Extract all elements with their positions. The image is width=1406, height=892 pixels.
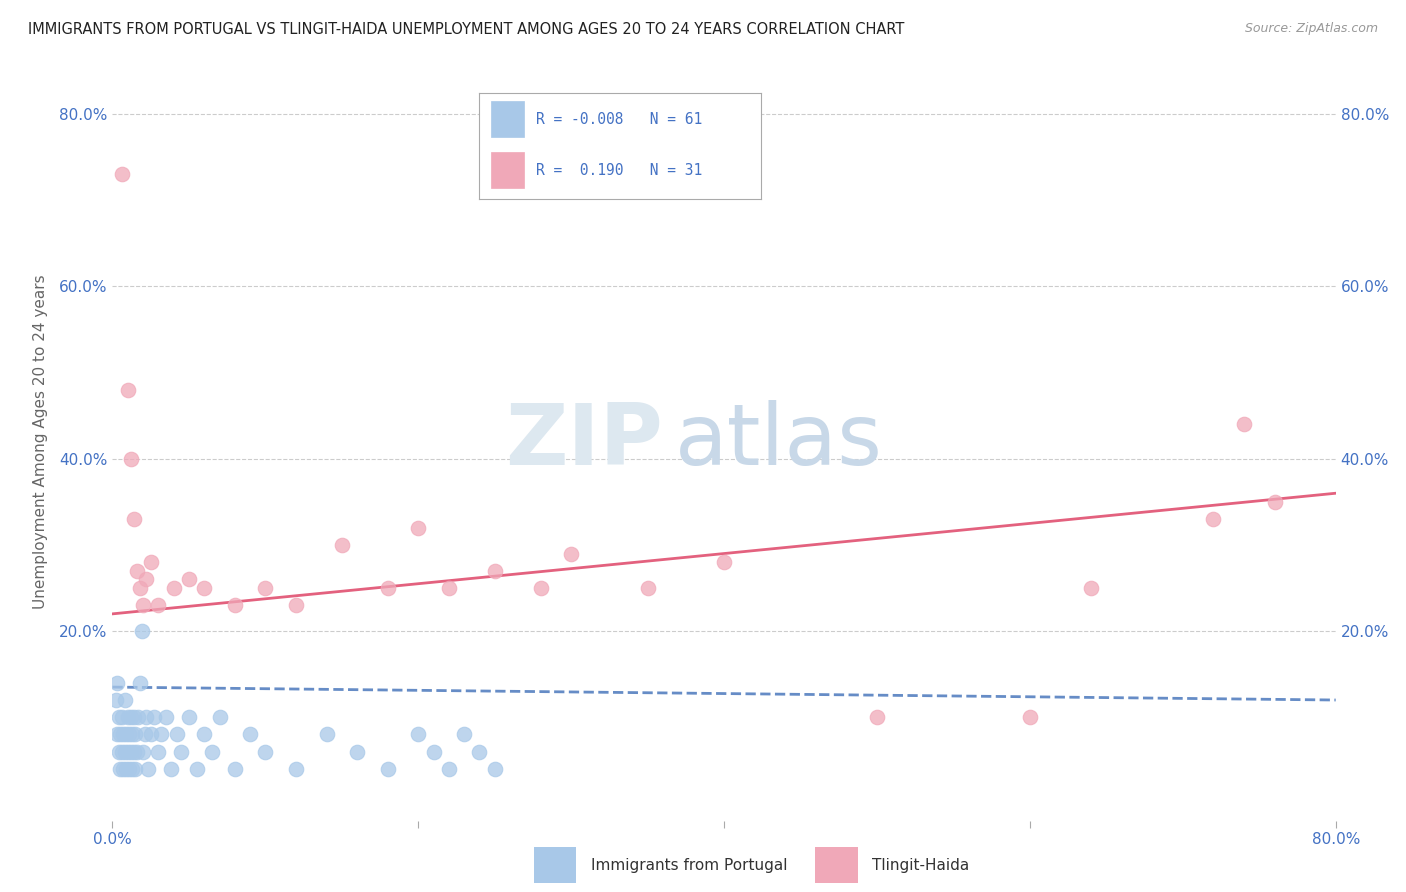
Point <box>122 512 145 526</box>
Point <box>208 710 231 724</box>
Point <box>377 581 399 595</box>
Point <box>127 710 149 724</box>
Point <box>163 581 186 595</box>
Point <box>177 573 200 587</box>
Point <box>104 693 127 707</box>
Point <box>114 693 136 707</box>
Point <box>118 762 141 776</box>
Point <box>422 745 444 759</box>
Point <box>120 710 142 724</box>
Point <box>254 581 277 595</box>
Point <box>108 762 131 776</box>
Point <box>136 762 159 776</box>
Point <box>453 727 475 741</box>
Point <box>114 745 136 759</box>
Point <box>112 762 135 776</box>
Point <box>115 727 138 741</box>
Point <box>124 762 146 776</box>
Point <box>134 727 156 741</box>
Point <box>129 581 152 595</box>
Point <box>122 710 145 724</box>
Point <box>115 762 138 776</box>
Point <box>139 727 162 741</box>
Text: atlas: atlas <box>675 400 883 483</box>
Text: Tlingit-Haida: Tlingit-Haida <box>872 858 969 872</box>
Y-axis label: Unemployment Among Ages 20 to 24 years: Unemployment Among Ages 20 to 24 years <box>32 274 48 609</box>
Point <box>224 599 246 613</box>
Point <box>122 745 145 759</box>
Point <box>111 745 134 759</box>
Point <box>254 745 277 759</box>
Point <box>108 727 131 741</box>
Point <box>193 727 215 741</box>
Point <box>125 564 148 578</box>
Text: Source: ZipAtlas.com: Source: ZipAtlas.com <box>1244 22 1378 36</box>
Point <box>408 521 430 535</box>
Point <box>468 745 491 759</box>
Point <box>201 745 224 759</box>
Point <box>484 762 506 776</box>
Text: Immigrants from Portugal: Immigrants from Portugal <box>591 858 787 872</box>
Point <box>148 745 170 759</box>
Point <box>112 727 135 741</box>
Point <box>124 727 146 741</box>
Point <box>132 745 155 759</box>
Point <box>107 745 129 759</box>
Point <box>284 762 308 776</box>
Point <box>117 383 139 397</box>
Text: IMMIGRANTS FROM PORTUGAL VS TLINGIT-HAIDA UNEMPLOYMENT AMONG AGES 20 TO 24 YEARS: IMMIGRANTS FROM PORTUGAL VS TLINGIT-HAID… <box>28 22 904 37</box>
Point <box>560 547 582 561</box>
Point <box>132 599 155 613</box>
Point <box>193 581 215 595</box>
Point <box>131 624 153 639</box>
Text: ZIP: ZIP <box>505 400 664 483</box>
Point <box>346 745 368 759</box>
Point <box>239 727 262 741</box>
Point <box>1080 581 1102 595</box>
Point <box>1233 417 1256 432</box>
Point <box>129 675 152 690</box>
Point <box>437 581 460 595</box>
Point <box>170 745 193 759</box>
Point <box>1264 495 1286 509</box>
Point <box>866 710 889 724</box>
Point <box>150 727 173 741</box>
Point <box>377 762 399 776</box>
Point <box>120 745 142 759</box>
Point <box>437 762 460 776</box>
Point <box>111 168 134 182</box>
Point <box>713 555 735 569</box>
Point <box>148 599 170 613</box>
Point <box>1202 512 1225 526</box>
Point <box>135 573 157 587</box>
Point <box>105 727 128 741</box>
Point <box>125 745 148 759</box>
Point <box>105 675 128 690</box>
Point <box>484 564 506 578</box>
Point <box>166 727 188 741</box>
Point <box>224 762 246 776</box>
Point <box>107 710 129 724</box>
Point <box>139 555 162 569</box>
Point <box>186 762 208 776</box>
Point <box>159 762 181 776</box>
Point <box>408 727 430 741</box>
Point <box>177 710 200 724</box>
Point <box>118 727 141 741</box>
Point <box>530 581 553 595</box>
Point <box>120 451 142 466</box>
Point <box>315 727 337 741</box>
Point <box>117 745 139 759</box>
Point <box>121 762 143 776</box>
Point <box>135 710 157 724</box>
Point <box>284 599 308 613</box>
Point <box>142 710 165 724</box>
Point <box>111 710 134 724</box>
Point <box>1018 710 1040 724</box>
Point <box>117 710 139 724</box>
Point <box>155 710 177 724</box>
Point <box>121 727 143 741</box>
Point <box>637 581 659 595</box>
Point <box>330 538 353 552</box>
